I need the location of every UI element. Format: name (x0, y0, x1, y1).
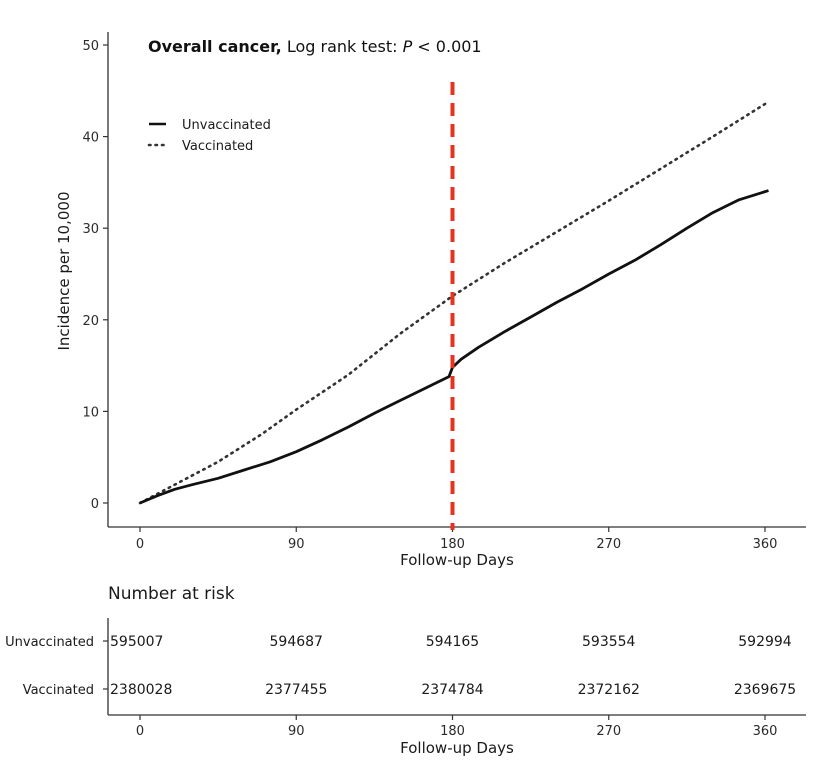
chart-title-rest: Log rank test: (282, 37, 403, 56)
risk-cell: 2374784 (421, 682, 483, 698)
y-tick-label: 20 (82, 314, 99, 329)
risk-x-tick-label: 360 (753, 724, 778, 739)
x-tick-label: 0 (136, 537, 144, 552)
chart-title-p-value: < 0.001 (412, 37, 481, 56)
risk-x-tick-label: 180 (440, 724, 465, 739)
x-ticks: 0 90 180 270 360 (136, 527, 778, 552)
chart-title-p: P (403, 37, 413, 56)
risk-x-tick-label: 270 (596, 724, 621, 739)
y-tick-label: 40 (82, 131, 99, 146)
risk-cell: 594687 (270, 634, 323, 650)
risk-x-tick-label: 0 (136, 724, 144, 739)
risk-row-label: Unvaccinated (5, 635, 94, 650)
risk-cell: 2372162 (578, 682, 640, 698)
risk-x-tick-label: 90 (288, 724, 305, 739)
legend-label-vaccinated: Vaccinated (182, 139, 253, 154)
legend: Unvaccinated Vaccinated (147, 118, 271, 154)
x-tick-label: 360 (753, 537, 778, 552)
risk-cell: 2377455 (265, 682, 327, 698)
x-tick-label: 270 (596, 537, 621, 552)
legend-label-unvaccinated: Unvaccinated (182, 118, 271, 133)
risk-table-title: Number at risk (108, 584, 235, 604)
risk-cell: 593554 (582, 634, 636, 650)
risk-cell: 2369675 (734, 682, 796, 698)
y-tick-label: 30 (82, 222, 99, 237)
series-line-vaccinated (138, 100, 770, 505)
y-tick-label: 10 (82, 405, 99, 420)
risk-cell: 594165 (426, 634, 479, 650)
risk-cell: 595007 (110, 634, 163, 650)
y-tick-label: 50 (82, 39, 99, 54)
risk-x-ticks: 0 90 180 270 360 (136, 715, 778, 739)
series-line-unvaccinated (139, 189, 769, 505)
x-axis-label: Follow-up Days (400, 551, 514, 569)
chart-title-bold: Overall cancer, (148, 37, 282, 56)
risk-x-axis-label: Follow-up Days (400, 739, 514, 757)
x-tick-label: 180 (440, 537, 465, 552)
risk-row-label: Vaccinated (23, 683, 94, 698)
chart-title: Overall cancer, Log rank test: P < 0.001 (148, 37, 482, 56)
x-tick-label: 90 (288, 537, 305, 552)
risk-cell: 2380028 (110, 682, 172, 698)
y-axis-label: Incidence per 10,000 (55, 191, 73, 350)
risk-cell: 592994 (738, 634, 792, 650)
y-ticks: 0 10 20 30 40 50 (82, 39, 108, 512)
y-tick-label: 0 (91, 497, 99, 512)
risk-rows: Unvaccinated 595007 594687 594165 593554 5929… (5, 634, 796, 698)
